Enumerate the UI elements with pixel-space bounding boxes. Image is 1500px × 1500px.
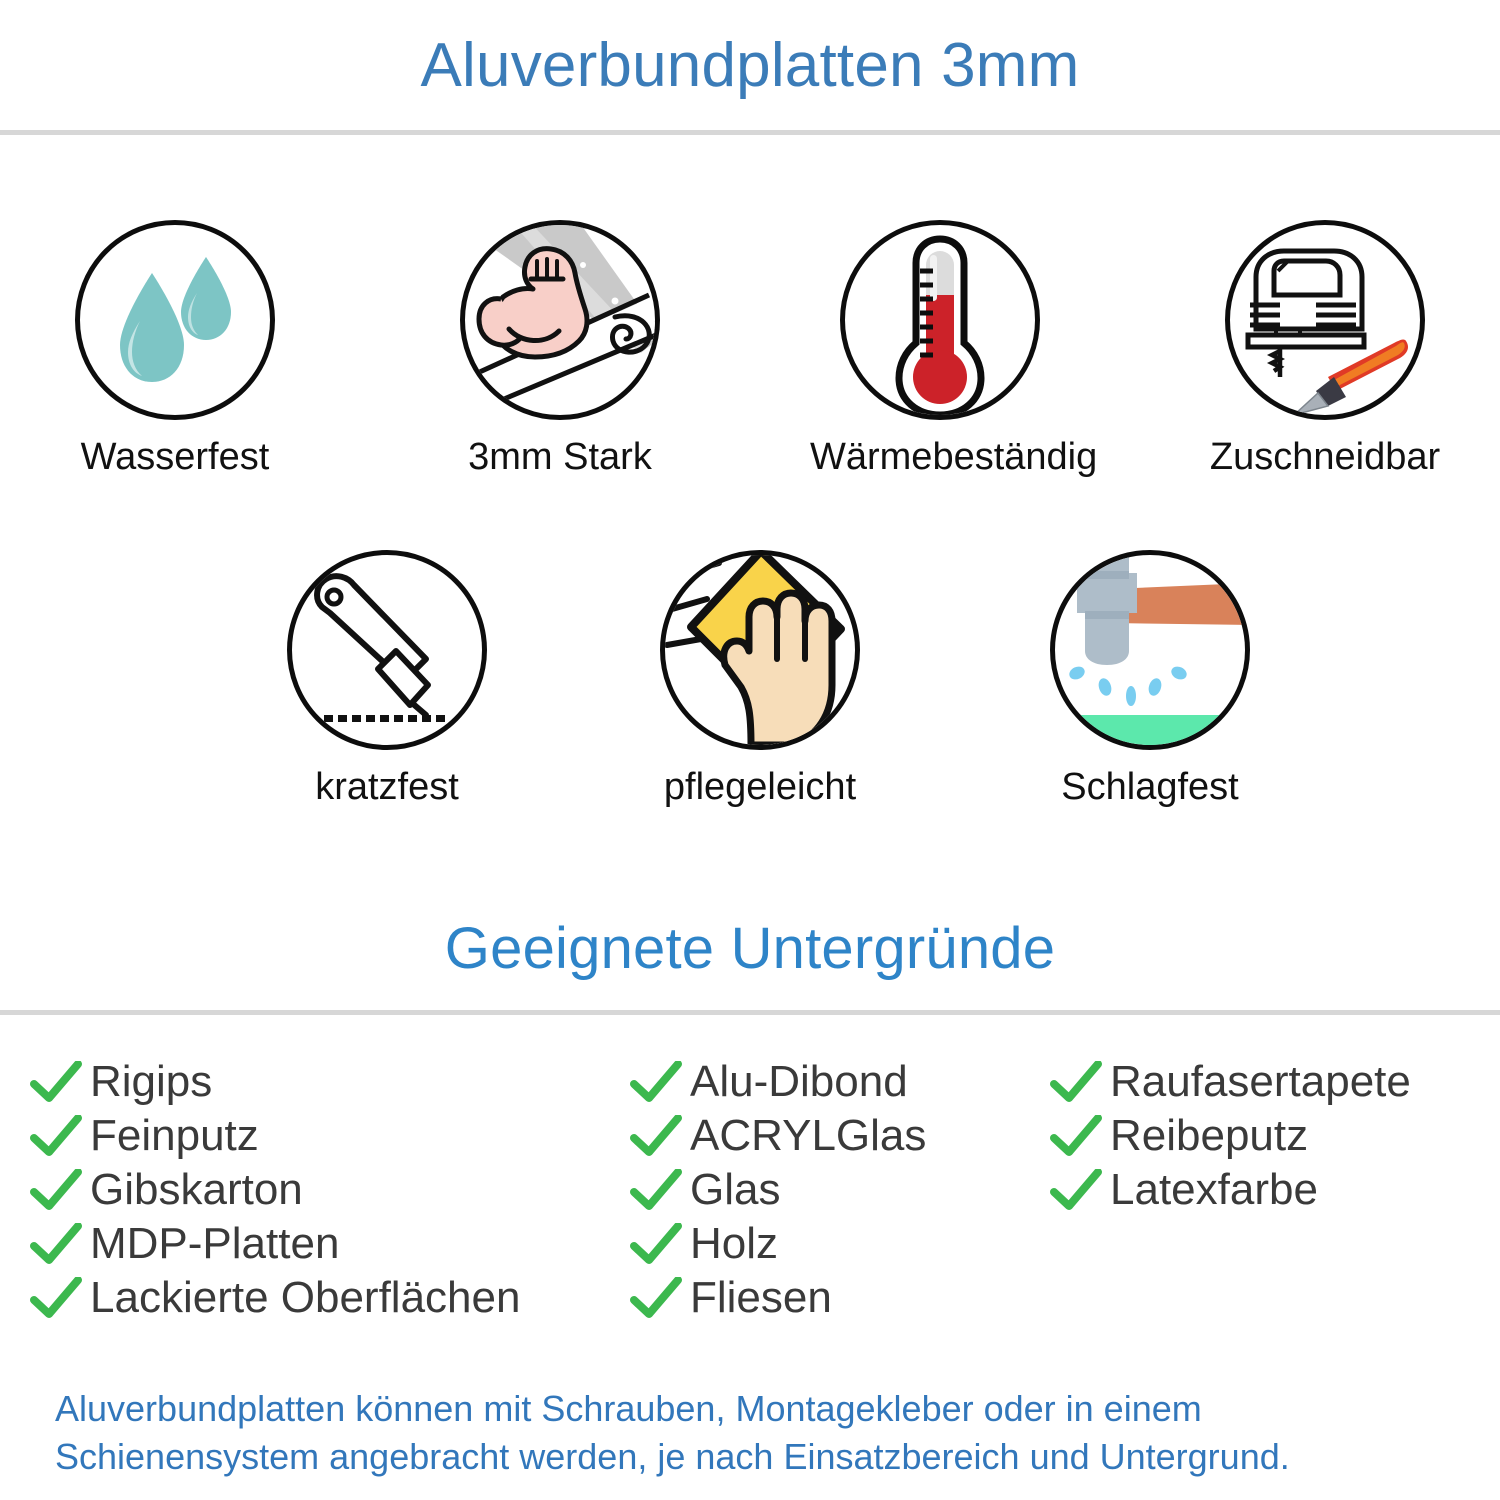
feature-label: Zuschneidbar [1209, 436, 1441, 478]
icon-circle [840, 220, 1040, 420]
list-item: Latexfarbe [1050, 1163, 1480, 1217]
list-item-label: Fliesen [690, 1273, 832, 1322]
list-item-label: Lackierte Oberflächen [90, 1273, 521, 1322]
feature-3mm-stark: 3mm Stark [430, 220, 690, 479]
list-item: Feinputz [30, 1109, 630, 1163]
check-icon [630, 1115, 682, 1156]
list-item-label: Holz [690, 1219, 779, 1268]
icon-circle [660, 550, 860, 750]
list-item-label: Gibskarton [90, 1165, 303, 1214]
feature-pflegeleicht: pflegeleicht [630, 550, 890, 809]
substrate-checklist: Rigips Feinputz Gibskarton MDP-Platten L… [30, 1055, 1480, 1325]
check-icon [1050, 1169, 1102, 1210]
hammer-impact-icon [1055, 555, 1245, 745]
thermometer-icon [895, 235, 985, 415]
list-item-label: Reibeputz [1110, 1111, 1309, 1160]
check-icon [1050, 1061, 1102, 1102]
list-item: MDP-Platten [30, 1217, 630, 1271]
jigsaw-and-knife-icon [1245, 248, 1408, 415]
water-drops-icon [120, 257, 231, 382]
list-item: ACRYLGlas [630, 1109, 1050, 1163]
feature-label: kratzfest [315, 766, 459, 808]
feature-schlagfest: Schlagfest [1020, 550, 1280, 809]
cutter-knife-icon [314, 573, 445, 722]
substrate-column-3: Raufasertapete Reibeputz Latexfarbe [1050, 1055, 1480, 1325]
check-icon [630, 1277, 682, 1318]
feature-label: Schlagfest [1061, 766, 1239, 808]
list-item: Lackierte Oberflächen [30, 1271, 630, 1325]
feature-label: Wärmebeständig [810, 436, 1098, 478]
divider-top [0, 130, 1500, 135]
check-icon [30, 1115, 82, 1156]
flexed-arm-icon [471, 225, 655, 410]
check-icon [30, 1169, 82, 1210]
check-icon [630, 1061, 682, 1102]
feature-kratzfest: kratzfest [257, 550, 517, 809]
feature-waermebestaendig: Wärmebeständig [810, 220, 1098, 479]
check-icon [30, 1277, 82, 1318]
list-item-label: MDP-Platten [90, 1219, 340, 1268]
list-item-label: ACRYLGlas [690, 1111, 927, 1160]
divider-middle [0, 1010, 1500, 1015]
icon-circle [287, 550, 487, 750]
check-icon [30, 1061, 82, 1102]
list-item: Fliesen [630, 1271, 1050, 1325]
hand-with-cloth-icon [665, 555, 845, 745]
list-item-label: Feinputz [90, 1111, 259, 1160]
check-icon [630, 1169, 682, 1210]
list-item-label: Raufasertapete [1110, 1057, 1411, 1106]
check-icon [1050, 1115, 1102, 1156]
feature-label: Wasserfest [80, 436, 270, 478]
list-item: Gibskarton [30, 1163, 630, 1217]
feature-wasserfest: Wasserfest [45, 220, 305, 479]
list-item: Holz [630, 1217, 1050, 1271]
substrate-column-2: Alu-Dibond ACRYLGlas Glas Holz Fliesen [630, 1055, 1050, 1325]
list-item: Raufasertapete [1050, 1055, 1480, 1109]
feature-label: pflegeleicht [663, 766, 857, 808]
check-icon [630, 1223, 682, 1264]
icon-circle [75, 220, 275, 420]
feature-label: 3mm Stark [468, 436, 652, 478]
check-icon [30, 1223, 82, 1264]
list-item: Alu-Dibond [630, 1055, 1050, 1109]
page-title: Aluverbundplatten 3mm [420, 31, 1080, 100]
icon-circle [1225, 220, 1425, 420]
list-item-label: Latexfarbe [1110, 1165, 1318, 1214]
icon-circle [460, 220, 660, 420]
list-item-label: Alu-Dibond [690, 1057, 908, 1106]
list-item: Glas [630, 1163, 1050, 1217]
list-item: Reibeputz [1050, 1109, 1480, 1163]
footer-note: Aluverbundplatten können mit Schrauben, … [55, 1388, 1290, 1477]
section-title-substrates: Geeignete Untergründe [444, 916, 1056, 981]
list-item-label: Glas [690, 1165, 781, 1214]
icon-circle [1050, 550, 1250, 750]
list-item: Rigips [30, 1055, 630, 1109]
list-item-label: Rigips [90, 1057, 213, 1106]
feature-zuschneidbar: Zuschneidbar [1195, 220, 1455, 479]
substrate-column-1: Rigips Feinputz Gibskarton MDP-Platten L… [30, 1055, 630, 1325]
